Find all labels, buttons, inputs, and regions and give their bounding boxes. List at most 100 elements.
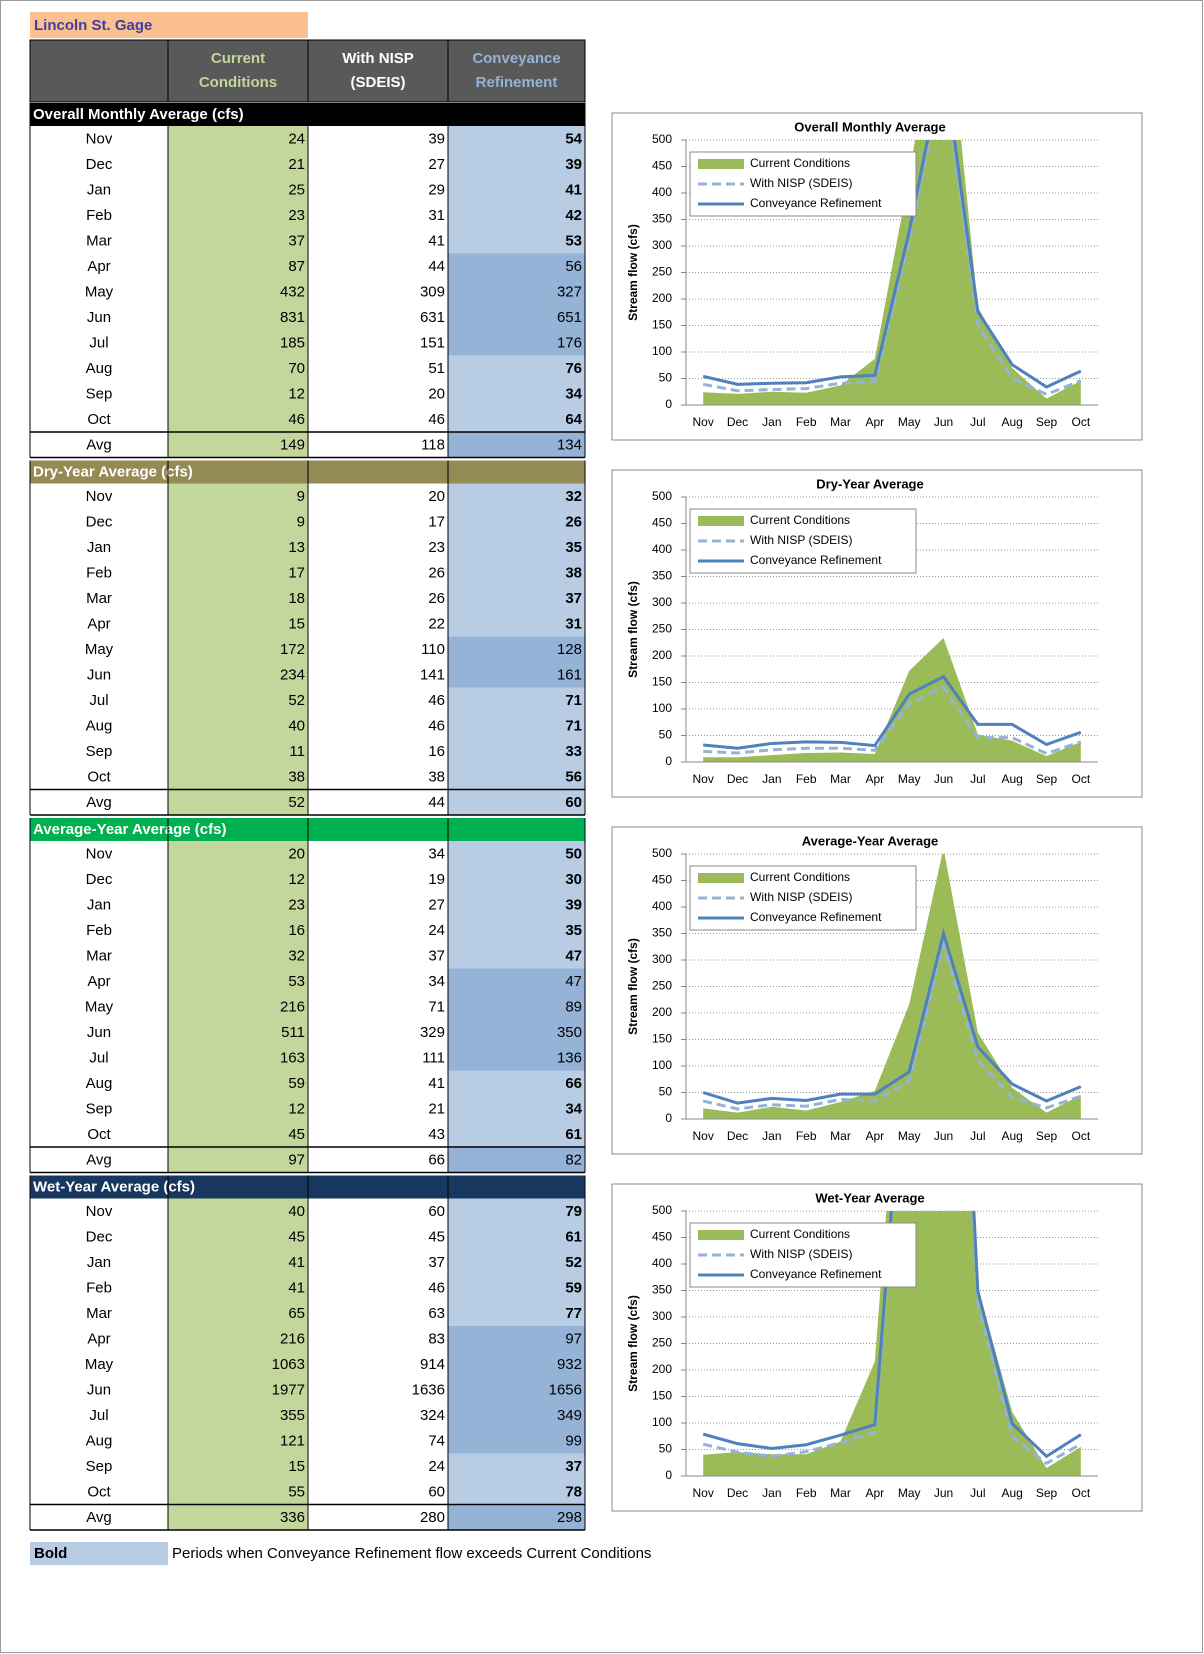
x-tick-label: Oct [1071,1129,1090,1143]
title: Lincoln St. Gage [34,17,152,34]
conveyance-cell [448,406,585,432]
x-tick-label: Nov [692,1486,713,1500]
conveyance-cell [448,611,585,637]
label-column [30,126,168,458]
cell-value: 216 [280,999,305,1016]
row-label: Jan [87,897,111,914]
line [702,140,1082,397]
y-tick-label: 200 [652,1362,672,1376]
cell-value: 41 [428,233,445,250]
conveyance-cell [448,636,585,662]
conveyance-cell [448,1045,585,1071]
cell-value: 37 [565,1458,582,1475]
chart-title: Wet-Year Average [815,1190,924,1205]
cell-value: 185 [280,335,305,352]
y-tick-label: 400 [652,542,672,556]
x-tick-label: Aug [1001,772,1022,786]
y-tick-label: 100 [652,344,672,358]
section-title: Average-Year Average (cfs) [33,821,226,838]
cell-value: 26 [565,514,582,531]
cell-value: 280 [420,1509,445,1526]
row-label: Jan [87,539,111,556]
cell-value: 34 [565,1101,582,1118]
row-label: Apr [87,1331,110,1348]
cell-value: 30 [565,871,582,888]
cell-value: 46 [428,411,445,428]
cell-value: 1636 [412,1382,445,1399]
cell-value: 141 [420,667,445,684]
y-axis-label: Stream flow (cfs) [626,1295,640,1392]
cell-value: 39 [565,897,582,914]
plot [703,637,1082,762]
conveyance-cell [448,662,585,688]
cell-value: 329 [420,1024,445,1041]
cell-value: 71 [428,999,445,1016]
row-label: Sep [86,743,113,760]
conveyance-cell [448,1402,585,1428]
title-cell [30,12,308,38]
y-tick-label: 300 [652,238,672,252]
line [702,1211,1082,1459]
row-label: Apr [87,258,110,275]
conveyance-cell [448,994,585,1020]
cell-value: 9 [297,514,305,531]
note-text: Periods when Conveyance Refinement flow … [172,1545,651,1562]
x-tick-label: Dec [727,772,748,786]
conveyance-cell [448,253,585,279]
cell-value: 12 [288,386,305,403]
cell-value: 151 [420,335,445,352]
row-label: Jul [89,692,108,709]
cell-value: 97 [565,1331,582,1348]
x-tick-label: Nov [692,1129,713,1143]
conveyance-cell [448,560,585,586]
y-tick-label: 0 [665,754,672,768]
conveyance-cell [448,228,585,254]
row-label: Avg [86,437,112,454]
x-tick-label: Sep [1036,415,1058,429]
x-tick-label: Jun [934,415,953,429]
section-title: Overall Monthly Average (cfs) [33,106,244,123]
y-tick-label: 400 [652,185,672,199]
conveyance-cell [448,1326,585,1352]
cell-value: 38 [288,769,305,786]
section-title: Dry-Year Average (cfs) [33,463,193,480]
x-tick-label: Apr [865,1129,884,1143]
x-tick-label: Apr [865,772,884,786]
cell-value: 22 [428,616,445,633]
x-tick-label: Feb [796,1129,817,1143]
cell-value: 45 [288,1229,305,1246]
legend-label: With NISP (SDEIS) [750,533,852,547]
cell-value: 37 [288,233,305,250]
x-tick-label: Aug [1001,415,1022,429]
row-label: Jul [89,1407,108,1424]
conveyance-cell [448,1275,585,1301]
cell-value: 37 [565,590,582,607]
x-tick-label: Jan [762,1486,781,1500]
x-tick-label: Jun [934,1129,953,1143]
cell-value: 23 [428,539,445,556]
row-label: Dec [86,871,113,888]
x-tick-label: Sep [1036,1129,1058,1143]
row-label: Mar [86,1305,112,1322]
cell-value: 349 [557,1407,582,1424]
row-label: Jun [87,309,111,326]
cell-value: 121 [280,1433,305,1450]
cell-value: 27 [428,897,445,914]
row-label: Aug [86,1075,113,1092]
cell-value: 47 [565,973,582,990]
cell-value: 511 [281,1024,305,1041]
note-swatch [30,1542,168,1565]
cell-value: 39 [565,156,582,173]
legend-label: Current Conditions [750,870,850,884]
cell-value: 46 [428,1280,445,1297]
current-column [168,483,308,815]
y-tick-label: 450 [652,516,672,530]
line [702,140,1082,389]
row-label: Sep [86,1458,113,1475]
cell-value: 97 [288,1152,305,1169]
conveyance-cell [448,1198,585,1224]
row-label: Mar [86,233,112,250]
cell-value: 20 [428,488,445,505]
